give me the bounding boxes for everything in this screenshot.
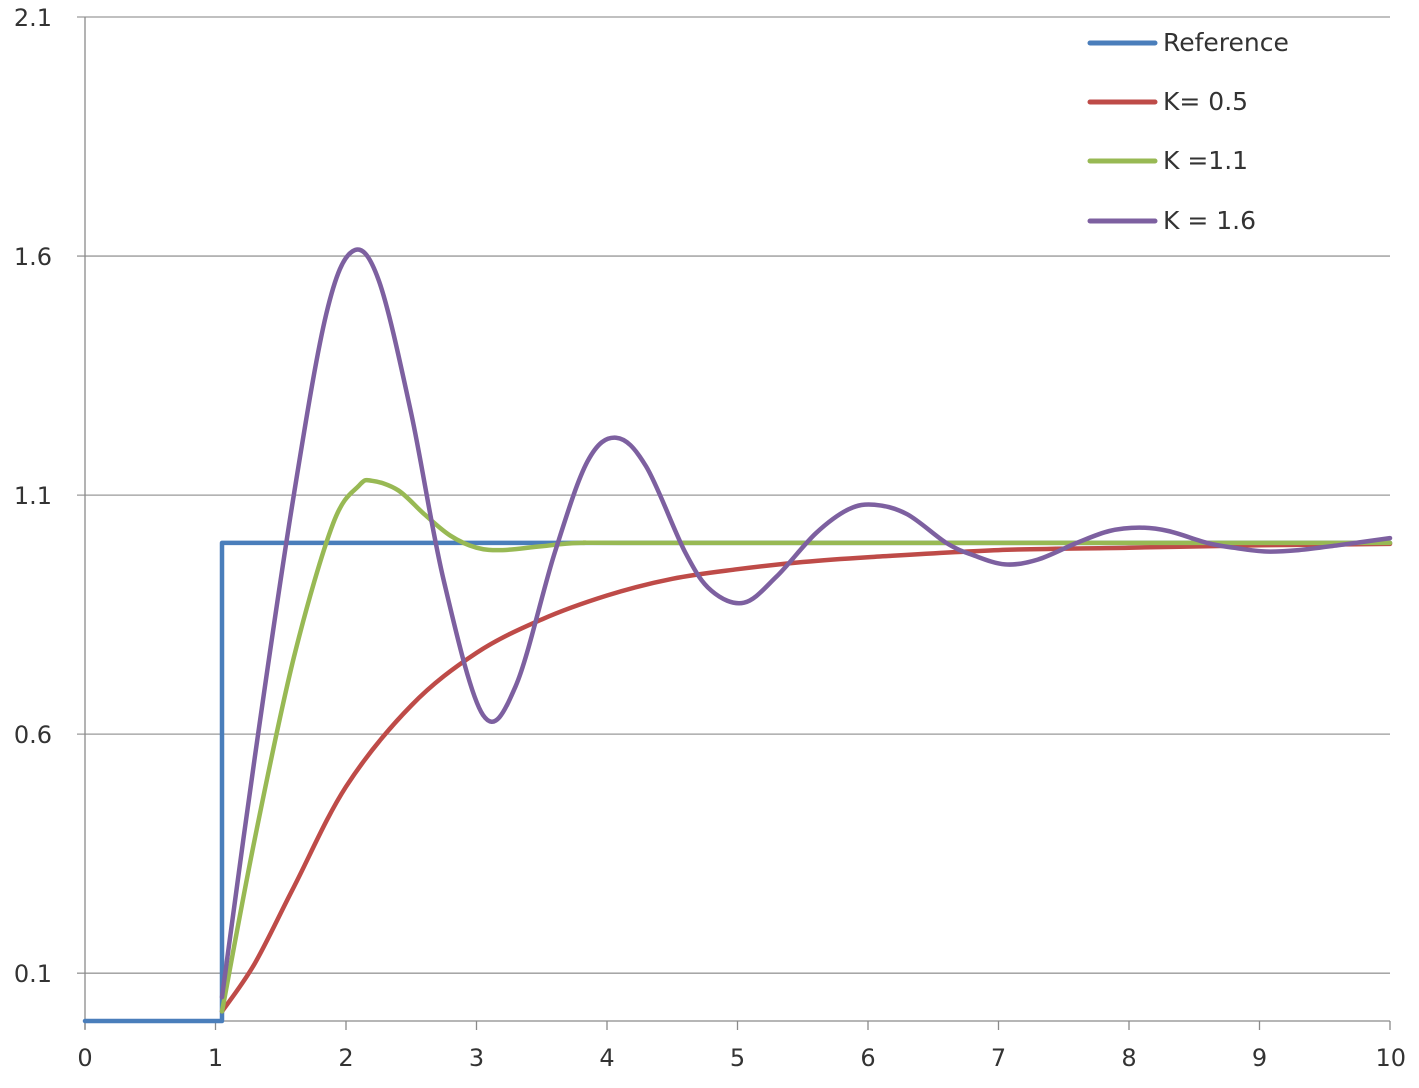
legend-label-k-1-6: K = 1.6: [1163, 206, 1256, 235]
legend-label-k-1-1: K =1.1: [1163, 146, 1248, 175]
series-lines: [82, 247, 1393, 1024]
series-line-k-1-6: [219, 247, 1393, 1000]
x-tick-label: 2: [338, 1044, 353, 1072]
y-tick-label: 2.1: [14, 4, 52, 32]
x-tick-label: 3: [469, 1044, 484, 1072]
axes: [84, 17, 1391, 1030]
series-line-reference: [82, 540, 1393, 1024]
legend-label-k-0-5: K= 0.5: [1163, 87, 1248, 116]
x-tick-label: 6: [860, 1044, 875, 1072]
x-tick-label: 0: [77, 1044, 92, 1072]
series-line-k-1-1: [219, 477, 1393, 1014]
x-tick-label: 10: [1375, 1044, 1406, 1072]
legend-label-reference: Reference: [1163, 28, 1289, 57]
x-tick-label: 9: [1252, 1044, 1267, 1072]
x-tick-label: 5: [730, 1044, 745, 1072]
y-tick-label: 0.1: [14, 960, 52, 988]
x-tick-label: 7: [991, 1044, 1006, 1072]
legend: Reference K= 0.5 K =1.1 K = 1.6: [1087, 28, 1289, 235]
x-tick-label: 4: [599, 1044, 614, 1072]
series-line-k-0-5: [219, 541, 1393, 1014]
x-tick-label: 1: [208, 1044, 223, 1072]
y-tick-label: 1.6: [14, 243, 52, 271]
tick-labels: 0.1 0.6 1.1 1.6 2.1 0 1 2 3 4 5 6 7 8 9 10: [14, 4, 1406, 1072]
x-tick-label: 8: [1121, 1044, 1136, 1072]
y-tick-label: 1.1: [14, 482, 52, 510]
y-tick-label: 0.6: [14, 721, 52, 749]
